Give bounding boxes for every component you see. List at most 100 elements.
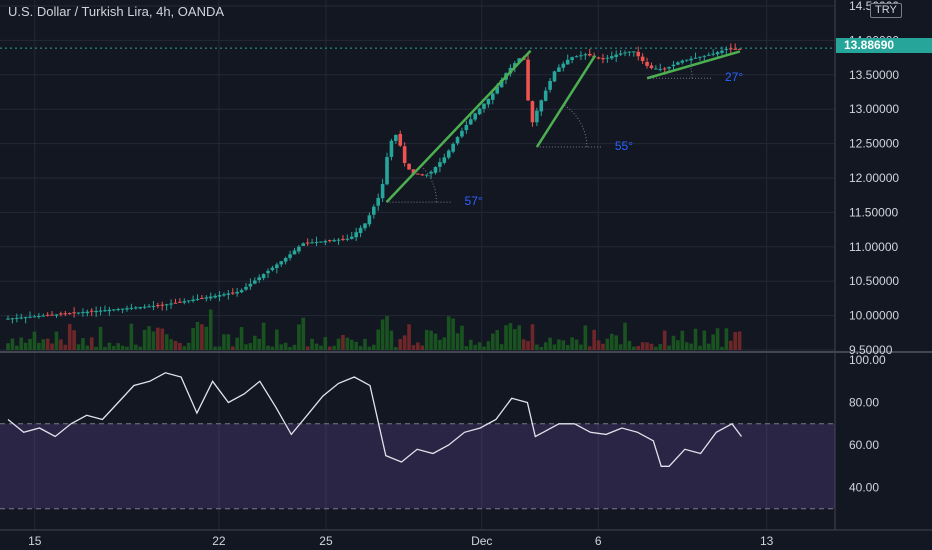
volume-bar (504, 325, 508, 350)
volume-bar (208, 309, 213, 350)
candle-body (676, 62, 680, 65)
candle-body (336, 239, 341, 241)
candle-body (266, 270, 270, 274)
candle-body (574, 56, 579, 58)
candle-body (341, 238, 345, 240)
candle-body (733, 48, 737, 50)
candle-body (178, 301, 182, 303)
candle-body (636, 51, 641, 57)
volume-bar (341, 334, 345, 350)
volume-bar (107, 342, 112, 350)
volume-bar (59, 339, 63, 350)
volume-bar (552, 344, 557, 350)
volume-bar (667, 345, 671, 350)
volume-bar (420, 345, 425, 350)
candle-body (623, 52, 627, 54)
candle-body (217, 295, 222, 297)
volume-bar (111, 345, 116, 350)
candle-body (319, 241, 323, 243)
volume-bar (186, 342, 191, 350)
volume-bar (116, 343, 120, 350)
volume-bar (323, 337, 328, 350)
volume-bar (72, 330, 76, 350)
candle-body (482, 103, 486, 109)
candle-body (649, 65, 654, 69)
candle-body (54, 314, 59, 316)
volume-bar (561, 340, 566, 350)
price-tick-label: 11.00000 (849, 240, 898, 254)
candle-body (442, 157, 447, 163)
candle-body (438, 162, 442, 167)
volume-bar (535, 344, 539, 350)
angle-label: 57° (465, 194, 483, 208)
currency-badge[interactable]: TRY (870, 3, 902, 18)
volume-bar (314, 343, 319, 350)
candle-body (94, 310, 98, 313)
candle-body (28, 316, 32, 318)
volume-bar (618, 344, 623, 350)
candle-body (270, 267, 275, 271)
candle-body (142, 306, 147, 308)
volume-bar (169, 339, 173, 350)
candle-body (98, 310, 103, 312)
price-tick-label: 9.50000 (849, 343, 893, 357)
candle-body (433, 166, 438, 173)
candle-body (129, 307, 134, 309)
rsi-tick-label: 100.00 (849, 353, 886, 367)
volume-bar (182, 346, 187, 350)
candle-body (23, 317, 28, 319)
candle-body (222, 294, 226, 296)
volume-bar (164, 334, 169, 350)
volume-bar (442, 337, 447, 350)
volume-bar (394, 346, 398, 350)
volume-bar (266, 345, 270, 350)
candle-body (301, 243, 306, 246)
candle-body (517, 58, 522, 63)
candle-body (513, 63, 517, 68)
candle-body (15, 317, 19, 319)
volume-bar (508, 323, 513, 350)
candle-body (85, 311, 90, 314)
volume-bar (292, 344, 297, 350)
candle-body (376, 197, 381, 206)
volume-bar (411, 345, 416, 350)
volume-bar (288, 346, 292, 350)
volume-bar (698, 345, 702, 350)
candle-body (164, 304, 169, 306)
candle-body (111, 309, 116, 311)
time-tick-label: Dec (471, 534, 492, 548)
angle-label: 55° (615, 139, 633, 153)
candle-body (565, 59, 570, 65)
volume-bar (728, 340, 733, 350)
last-price-label: 13.88690 (844, 38, 895, 52)
volume-bar (601, 343, 605, 350)
candle-body (156, 305, 160, 307)
angle-arc (563, 104, 588, 148)
candle-body (689, 58, 693, 61)
trendline (646, 50, 741, 80)
candle-body (662, 68, 667, 70)
volume-bar (275, 329, 279, 350)
volume-bar (733, 332, 737, 350)
volume-bar (455, 333, 460, 350)
price-tick-label: 13.00000 (849, 102, 899, 116)
volume-bar (120, 345, 125, 350)
candle-body (468, 119, 473, 125)
candle-body (244, 286, 248, 290)
chart-title: U.S. Dollar / Turkish Lira, 4h, OANDA (8, 4, 225, 19)
volume-bar (94, 346, 98, 350)
price-tick-label: 13.50000 (849, 68, 899, 82)
candle-body (279, 261, 284, 265)
candle-body (363, 223, 367, 229)
volume-bar (332, 345, 336, 350)
volume-bar (715, 328, 720, 350)
rsi-line (7, 372, 743, 467)
volume-bar (543, 342, 548, 350)
rsi-tick-label: 60.00 (849, 438, 879, 452)
candle-body (116, 309, 120, 311)
candle-body (645, 61, 649, 66)
candle-body (59, 313, 63, 315)
volume-bar (438, 339, 442, 350)
volume-bar (398, 339, 403, 350)
